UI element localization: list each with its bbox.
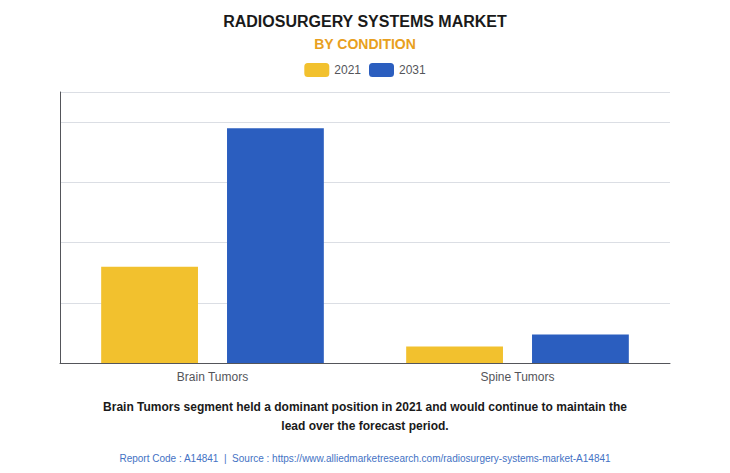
svg-text:BY CONDITION: BY CONDITION: [314, 36, 416, 52]
svg-text:2031: 2031: [399, 63, 426, 77]
svg-text:lead over the forecast period.: lead over the forecast period.: [281, 419, 448, 433]
svg-text:Brain Tumors segment held a do: Brain Tumors segment held a dominant pos…: [103, 400, 627, 414]
svg-text:Spine Tumors: Spine Tumors: [480, 370, 554, 384]
svg-text:RADIOSURGERY SYSTEMS MARKET: RADIOSURGERY SYSTEMS MARKET: [223, 13, 507, 30]
svg-text:Brain Tumors: Brain Tumors: [177, 370, 248, 384]
svg-text:2021: 2021: [334, 63, 361, 77]
svg-text:Report Code : A14841 | Sourc: Report Code : A14841 | Source : https://…: [119, 453, 611, 464]
